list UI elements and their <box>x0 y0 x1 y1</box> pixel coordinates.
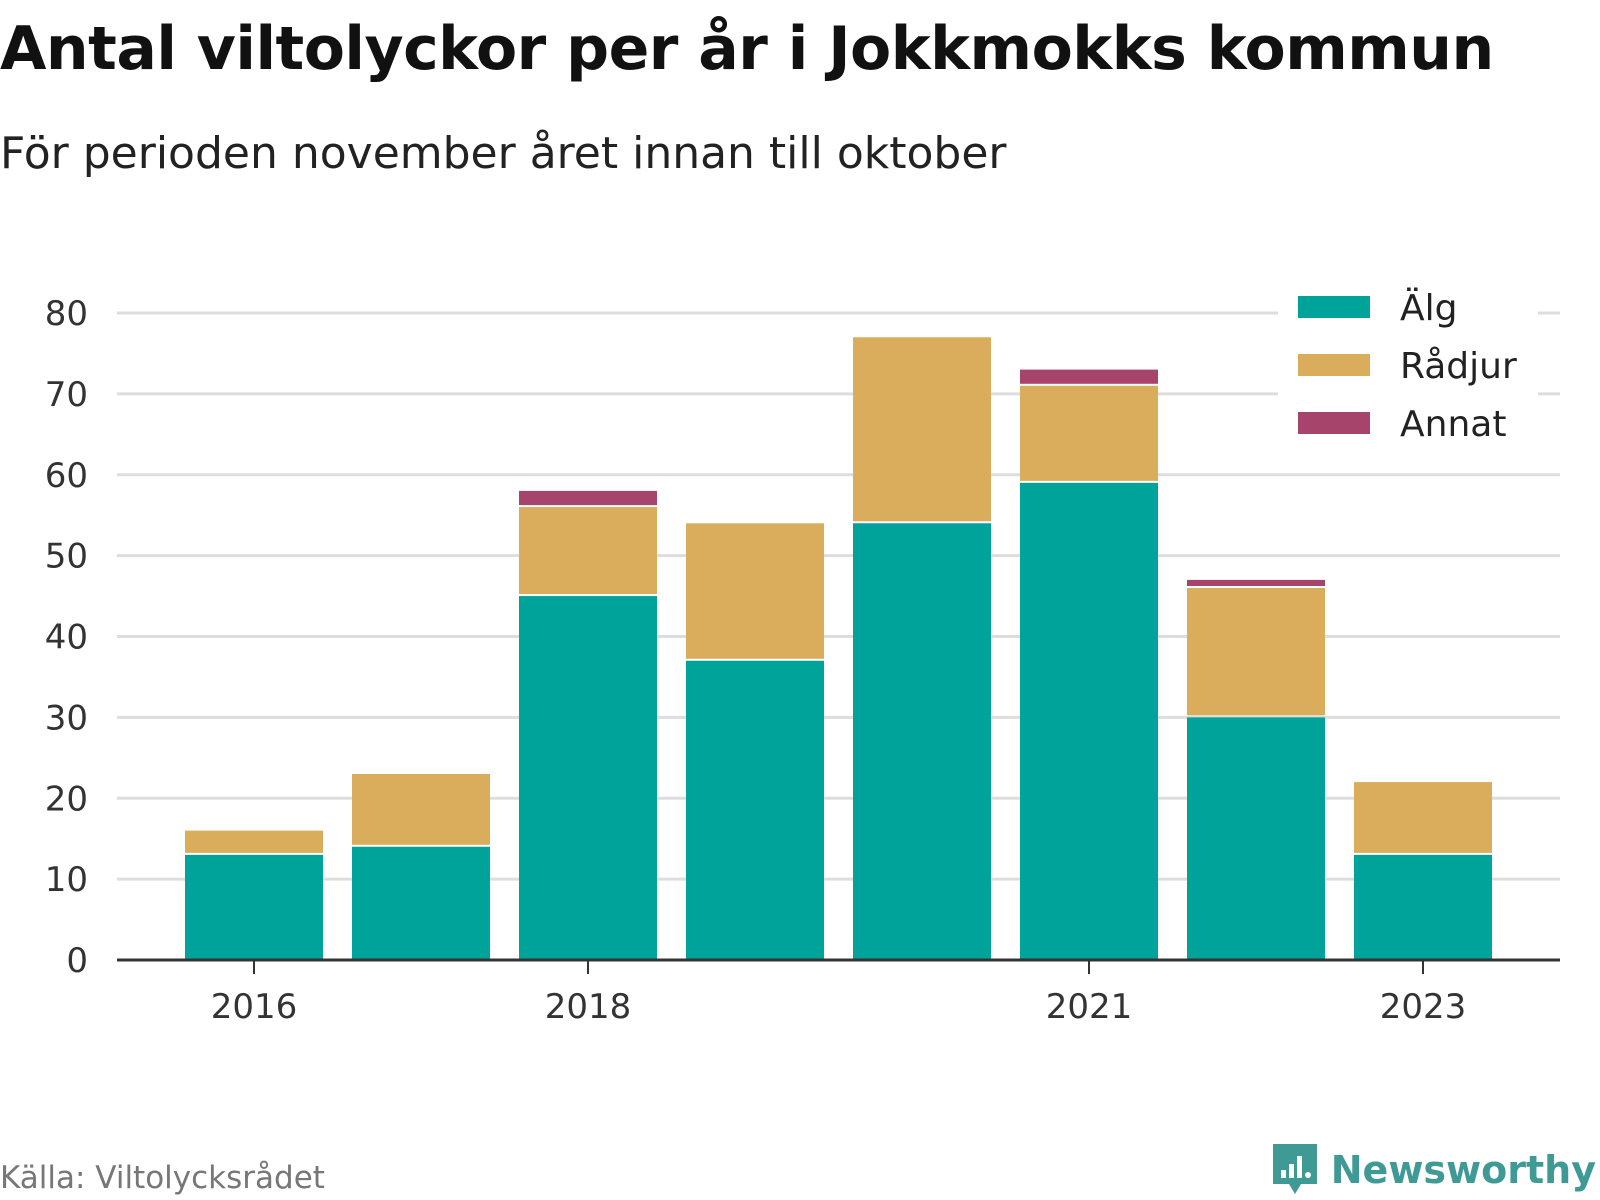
bars <box>185 337 1492 960</box>
bar-älg-2022 <box>1187 717 1325 960</box>
bar-rådjur-2020 <box>853 337 991 522</box>
legend-label: Älg <box>1400 287 1457 329</box>
bar-älg-2016 <box>185 854 323 960</box>
bar-rådjur-2018 <box>519 507 657 595</box>
bar-älg-2021 <box>1020 482 1158 960</box>
x-tick-label: 2018 <box>545 987 632 1027</box>
bar-älg-2020 <box>853 523 991 960</box>
chart-title: Antal viltolyckor per år i Jokkmokks kom… <box>0 14 1494 84</box>
y-tick-label: 80 <box>45 294 88 334</box>
y-tick-label: 70 <box>45 375 88 415</box>
stacked-bar-chart: 0 10 20 30 40 50 60 70 80 2016 2018 2021 2023 Älg Råd… <box>44 282 1560 1027</box>
x-tick-label: 2023 <box>1380 987 1467 1027</box>
bar-älg-2019 <box>686 660 824 960</box>
legend-swatch-rådjur <box>1298 354 1370 376</box>
legend: Älg Rådjur Annat <box>1278 282 1538 454</box>
bar-annat-2021 <box>1020 369 1158 384</box>
y-tick-label: 30 <box>45 698 88 738</box>
brand-name: Newsworthy <box>1330 1148 1596 1192</box>
source-note: Källa: Viltolycksrådet <box>0 1160 325 1196</box>
legend-swatch-älg <box>1298 296 1370 318</box>
bar-älg-2017 <box>352 846 490 960</box>
bar-rådjur-2016 <box>185 830 323 853</box>
x-tick-label: 2021 <box>1046 987 1133 1027</box>
y-tick-label: 50 <box>45 537 88 577</box>
bar-rådjur-2023 <box>1354 782 1492 853</box>
y-tick-label: 40 <box>45 618 88 658</box>
bar-annat-2022 <box>1187 579 1325 586</box>
legend-label: Annat <box>1400 404 1506 445</box>
chart-subtitle: För perioden november året innan till ok… <box>0 128 1007 179</box>
y-tick-label: 0 <box>66 941 88 981</box>
x-tick-label: 2016 <box>211 987 298 1027</box>
y-tick-label: 60 <box>45 456 88 496</box>
newsworthy-logo-icon <box>1272 1144 1317 1194</box>
brand: Newsworthy <box>1269 1140 1596 1200</box>
bar-rådjur-2022 <box>1187 587 1325 716</box>
bar-rådjur-2017 <box>352 773 490 845</box>
y-tick-label: 10 <box>45 860 88 900</box>
legend-swatch-annat <box>1298 412 1370 434</box>
bar-älg-2018 <box>519 596 657 960</box>
bar-älg-2023 <box>1354 854 1492 960</box>
legend-label: Rådjur <box>1400 346 1517 387</box>
y-tick-label: 20 <box>45 779 88 819</box>
bar-rådjur-2021 <box>1020 385 1158 481</box>
axes: 0 10 20 30 40 50 60 70 80 2016 2018 2021 2023 <box>45 294 1560 1027</box>
bar-annat-2018 <box>519 490 657 506</box>
bar-rådjur-2019 <box>686 523 824 659</box>
